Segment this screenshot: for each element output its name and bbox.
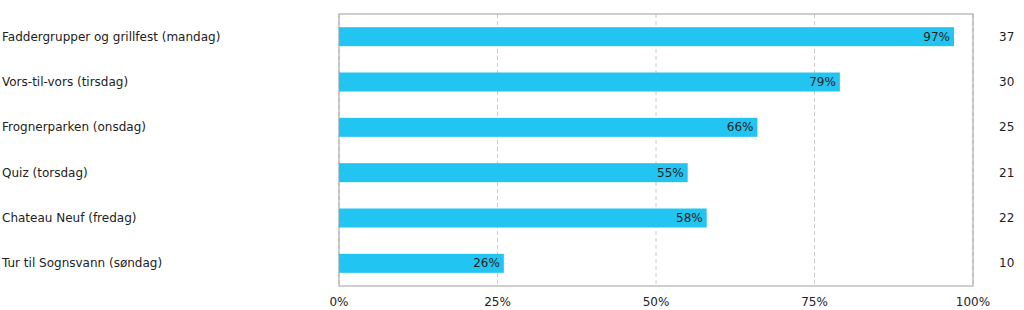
data-label: 26%: [473, 256, 500, 270]
bar: [339, 27, 954, 46]
count-label: 22: [999, 211, 1014, 225]
x-tick-label: 25%: [484, 295, 511, 309]
bar: [339, 254, 504, 273]
x-tick-label: 50%: [643, 295, 670, 309]
data-label: 58%: [676, 211, 703, 225]
bar: [339, 209, 707, 228]
category-label: Faddergrupper og grillfest (mandag): [2, 30, 220, 44]
grid-line: [656, 14, 657, 286]
count-label: 30: [999, 75, 1014, 89]
data-label: 79%: [809, 75, 836, 89]
x-tick-label: 100%: [956, 295, 990, 309]
count-label: 37: [999, 30, 1014, 44]
plot-frame: [339, 14, 973, 286]
bar: [339, 73, 840, 92]
bar: [339, 163, 688, 182]
data-label: 66%: [727, 120, 754, 134]
category-label: Chateau Neuf (fredag): [2, 211, 136, 225]
count-label: 10: [999, 256, 1014, 270]
data-label: 97%: [923, 30, 950, 44]
chart-container: 0% 25% 50% 75% 100% Faddergrupper og grillfes…: [0, 0, 1024, 310]
category-label: Quiz (torsdag): [2, 166, 88, 180]
grid-line: [497, 14, 498, 286]
category-label: Vors-til-vors (tirsdag): [2, 75, 128, 89]
bar: [339, 118, 757, 137]
grid-line: [814, 14, 815, 286]
data-label: 55%: [657, 166, 684, 180]
category-label: Tur til Sognsvann (søndag): [1, 256, 162, 270]
x-tick-label: 75%: [801, 295, 828, 309]
count-label: 25: [999, 120, 1014, 134]
count-label: 21: [999, 166, 1014, 180]
category-label: Frognerparken (onsdag): [2, 120, 146, 134]
chart-svg: 0% 25% 50% 75% 100% Faddergrupper og grillfes…: [0, 0, 1024, 310]
x-tick-label: 0%: [329, 295, 348, 309]
bars: [339, 27, 954, 273]
